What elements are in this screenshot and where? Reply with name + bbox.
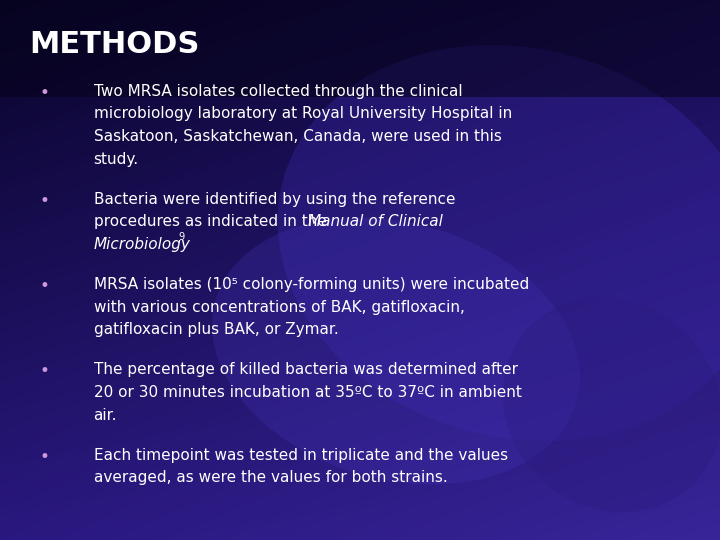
Text: with various concentrations of BAK, gatifloxacin,: with various concentrations of BAK, gati…: [94, 300, 464, 315]
Text: •: •: [40, 362, 50, 380]
Text: Manual of Clinical: Manual of Clinical: [308, 214, 443, 230]
Ellipse shape: [503, 298, 720, 512]
Text: procedures as indicated in the: procedures as indicated in the: [94, 214, 331, 230]
Text: METHODS: METHODS: [29, 30, 199, 59]
Ellipse shape: [278, 45, 720, 441]
Text: Saskatoon, Saskatchewan, Canada, were used in this: Saskatoon, Saskatchewan, Canada, were us…: [94, 129, 501, 144]
Text: averaged, as were the values for both strains.: averaged, as were the values for both st…: [94, 470, 447, 485]
Text: 20 or 30 minutes incubation at 35ºC to 37ºC in ambient: 20 or 30 minutes incubation at 35ºC to 3…: [94, 385, 521, 400]
Text: air.: air.: [94, 408, 117, 423]
Text: The percentage of killed bacteria was determined after: The percentage of killed bacteria was de…: [94, 362, 518, 377]
Text: MRSA isolates (10⁵ colony-forming units) were incubated: MRSA isolates (10⁵ colony-forming units)…: [94, 277, 529, 292]
Text: Microbiology: Microbiology: [94, 237, 191, 252]
Text: gatifloxacin plus BAK, or Zymar.: gatifloxacin plus BAK, or Zymar.: [94, 322, 338, 338]
Text: 9: 9: [179, 232, 185, 242]
Ellipse shape: [212, 218, 580, 484]
Text: •: •: [40, 192, 50, 210]
Text: •: •: [40, 84, 50, 102]
Text: •: •: [40, 277, 50, 295]
Text: Each timepoint was tested in triplicate and the values: Each timepoint was tested in triplicate …: [94, 448, 508, 463]
Text: Bacteria were identified by using the reference: Bacteria were identified by using the re…: [94, 192, 455, 207]
Text: •: •: [40, 448, 50, 465]
Text: study.: study.: [94, 152, 139, 167]
Text: Two MRSA isolates collected through the clinical: Two MRSA isolates collected through the …: [94, 84, 462, 99]
Text: microbiology laboratory at Royal University Hospital in: microbiology laboratory at Royal Univers…: [94, 106, 512, 122]
Polygon shape: [0, 0, 720, 97]
